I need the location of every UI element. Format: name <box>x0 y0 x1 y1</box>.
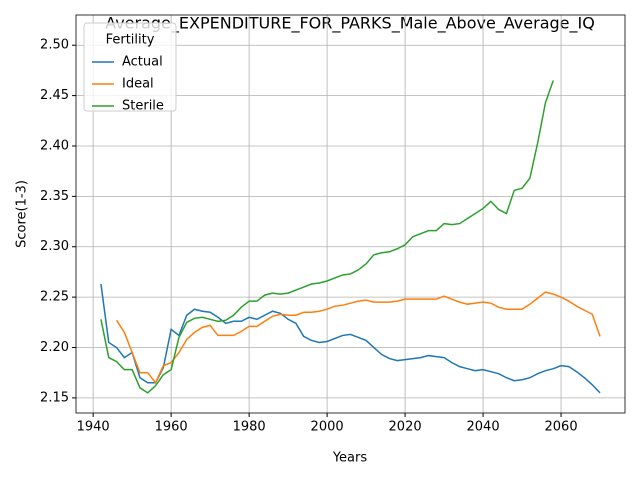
legend-title: Fertility <box>106 33 155 48</box>
x-axis-label: Years <box>332 451 368 466</box>
data-line <box>115 291 601 385</box>
legend-label: Ideal <box>122 77 154 92</box>
y-axis-label: Score(1-3) <box>15 180 30 248</box>
y-tick-label: 2.25 <box>40 290 69 305</box>
x-tick-label: 2000 <box>311 420 344 435</box>
y-tick-label: 2.50 <box>40 38 69 53</box>
x-tick-label: 1980 <box>233 420 266 435</box>
legend-box <box>83 22 177 112</box>
y-tick-label: 2.45 <box>40 88 69 103</box>
plot-frame <box>75 14 626 414</box>
x-tick-label: 2040 <box>467 420 500 435</box>
data-line <box>100 283 601 394</box>
y-tick-label: 2.20 <box>40 340 69 355</box>
y-tick-label: 2.35 <box>40 189 69 204</box>
x-tick-label: 2060 <box>545 420 578 435</box>
y-tick-label: 2.40 <box>40 138 69 153</box>
data-line <box>100 80 554 394</box>
x-tick-label: 1940 <box>77 420 110 435</box>
legend-label: Actual <box>122 55 163 70</box>
chart-title: Average_EXPENDITURE_FOR_PARKS_Male_Above… <box>105 14 595 34</box>
legend-label: Sterile <box>122 99 164 114</box>
x-tick-label: 1960 <box>155 420 188 435</box>
y-tick-label: 2.30 <box>40 239 69 254</box>
x-tick-label: 2020 <box>389 420 422 435</box>
y-tick-label: 2.15 <box>40 390 69 405</box>
